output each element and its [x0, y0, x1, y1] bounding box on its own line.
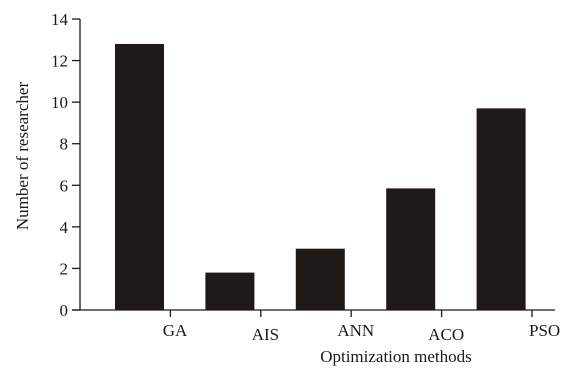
y-ticks-group: 0 2 4 6 8 10 12 14: [51, 10, 80, 320]
y-tick-label: 8: [60, 135, 69, 154]
y-tick-label: 14: [51, 10, 69, 29]
y-tick-label: 4: [60, 218, 69, 237]
x-ticks-group: GA AIS ANN ACO PSO: [163, 310, 560, 344]
x-tick-label-aco: ACO: [428, 325, 464, 344]
y-tick-label: 10: [51, 93, 68, 112]
bars-group: [115, 43, 526, 310]
x-tick-label-pso: PSO: [529, 321, 560, 340]
x-tick-label-ann: ANN: [337, 321, 374, 340]
y-axis-title: Number of researcher: [13, 82, 32, 231]
y-tick-label: 6: [60, 176, 69, 195]
bar-ann: [295, 248, 345, 310]
bar-ga: [115, 43, 164, 310]
y-tick-label: 0: [60, 301, 69, 320]
x-axis-title: Optimization methods: [320, 347, 472, 366]
bar-ais: [205, 272, 255, 310]
x-tick-label-ais: AIS: [252, 325, 279, 344]
y-tick-label: 12: [51, 52, 68, 71]
bar-aco: [386, 188, 436, 310]
x-tick-label-ga: GA: [163, 321, 188, 340]
y-tick-label: 2: [60, 259, 69, 278]
bar-pso: [476, 108, 526, 310]
